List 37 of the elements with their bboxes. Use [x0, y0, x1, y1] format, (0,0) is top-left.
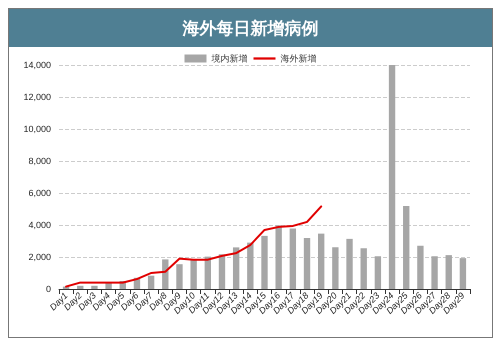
bar — [290, 228, 296, 289]
bar — [332, 247, 339, 289]
bar — [190, 259, 197, 289]
bar — [460, 258, 466, 289]
y-tick-label: 6,000 — [28, 188, 51, 198]
bar — [77, 286, 84, 289]
bar — [360, 248, 367, 289]
legend-label: 海外新增 — [280, 54, 316, 64]
y-tick-label: 10,000 — [23, 124, 51, 134]
bar — [275, 225, 282, 289]
bar — [374, 256, 382, 289]
bar — [91, 286, 98, 289]
bar — [417, 246, 424, 289]
y-tick-label: 8,000 — [28, 156, 51, 166]
bar — [261, 236, 268, 289]
bar — [446, 255, 452, 289]
bar — [232, 247, 240, 289]
bar — [105, 283, 112, 289]
bar — [204, 256, 211, 289]
line-series — [65, 205, 322, 288]
bar — [431, 256, 438, 289]
bar — [162, 259, 168, 289]
y-tick-label: 0 — [46, 284, 51, 294]
bar — [346, 238, 353, 289]
bar — [388, 65, 396, 289]
bar — [247, 242, 254, 289]
y-tick-label: 14,000 — [23, 60, 51, 70]
y-tick-label: 4,000 — [28, 220, 51, 230]
y-tick-label: 2,000 — [28, 252, 51, 262]
legend-label: 境内新增 — [210, 54, 248, 64]
bar — [176, 264, 183, 289]
chart-title: 海外每日新增病例 — [9, 9, 492, 47]
bar — [318, 234, 324, 289]
bar — [403, 206, 410, 289]
bar — [148, 276, 154, 289]
bar — [304, 238, 310, 289]
y-tick-label: 12,000 — [23, 92, 51, 102]
